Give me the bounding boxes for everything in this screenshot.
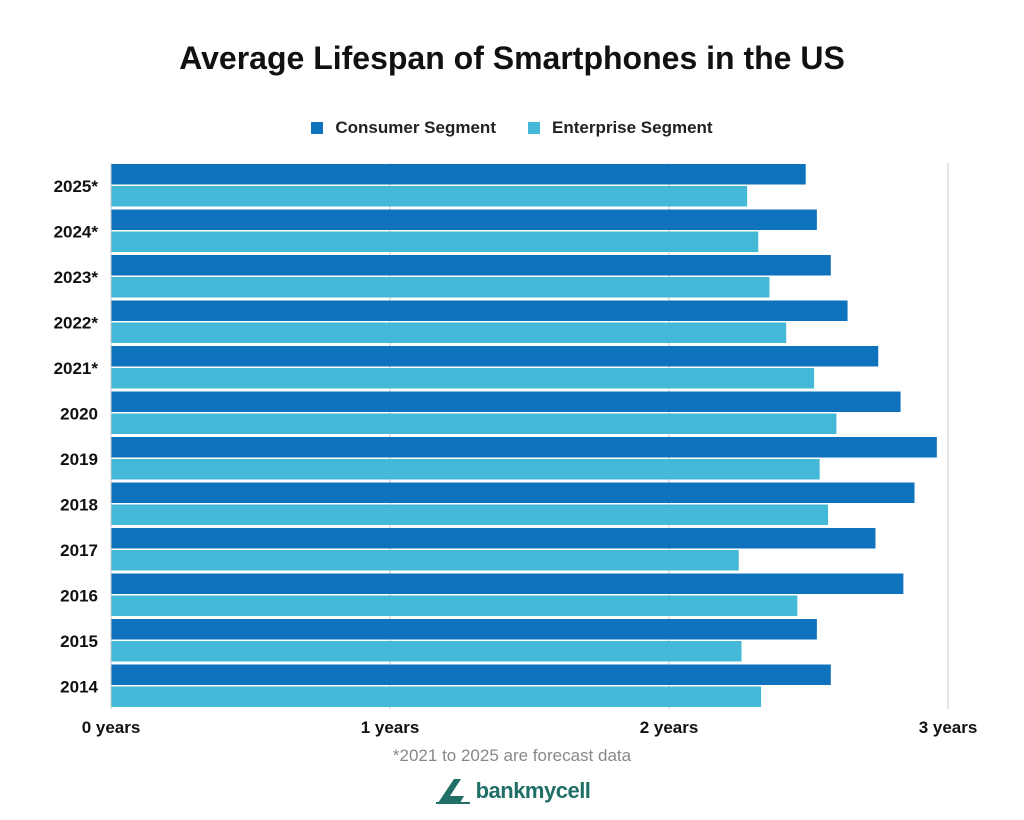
bar-enterprise-2022 (111, 322, 787, 343)
y-tick-label: 2017 (60, 541, 98, 560)
legend-swatch-consumer (311, 122, 324, 134)
bar-consumer-2014 (111, 664, 831, 685)
footnote: *2021 to 2025 are forecast data (392, 746, 632, 765)
y-tick-label: 2021* (54, 359, 99, 378)
legend-label-consumer: Consumer Segment (335, 118, 496, 137)
bar-enterprise-2018 (111, 504, 829, 525)
y-tick-label: 2023* (54, 268, 99, 287)
y-tick-label: 2016 (60, 586, 98, 605)
bar-enterprise-2020 (111, 413, 837, 434)
legend-item-enterprise: Enterprise Segment (527, 118, 713, 138)
bar-consumer-2017 (111, 528, 876, 549)
bar-consumer-2020 (111, 391, 901, 412)
x-tick-label: 3 years (919, 718, 978, 737)
x-tick-label: 1 years (361, 718, 420, 737)
bar-enterprise-2025 (111, 186, 748, 207)
bar-consumer-2019 (111, 437, 937, 458)
legend: Consumer Segment Enterprise Segment (0, 118, 1024, 138)
y-tick-label: 2020 (60, 404, 98, 423)
bar-enterprise-2017 (111, 550, 739, 571)
bar-enterprise-2019 (111, 459, 820, 480)
bar-consumer-2024 (111, 209, 817, 230)
brand-name: bankmycell (475, 778, 591, 803)
bar-enterprise-2015 (111, 641, 742, 662)
legend-label-enterprise: Enterprise Segment (551, 118, 713, 137)
legend-swatch-enterprise (527, 122, 540, 134)
bar-enterprise-2021 (111, 368, 815, 389)
bar-consumer-2021 (111, 346, 879, 367)
bar-consumer-2025 (111, 164, 806, 185)
bar-enterprise-2014 (111, 686, 762, 707)
y-tick-label: 2025* (54, 177, 99, 196)
bar-enterprise-2024 (111, 231, 759, 252)
brand-logo: bankmycell (0, 776, 1024, 806)
legend-item-consumer: Consumer Segment (311, 118, 496, 138)
x-tick-label: 0 years (82, 718, 141, 737)
bar-consumer-2023 (111, 255, 831, 276)
y-tick-label: 2022* (54, 313, 99, 332)
y-tick-label: 2015 (60, 632, 98, 651)
bankmycell-logo-icon (435, 779, 470, 804)
y-tick-label: 2018 (60, 495, 98, 514)
chart-title: Average Lifespan of Smartphones in the U… (179, 40, 845, 76)
bar-enterprise-2023 (111, 277, 770, 298)
y-tick-label: 2024* (54, 222, 99, 241)
bar-consumer-2015 (111, 619, 817, 640)
bar-enterprise-2016 (111, 595, 798, 616)
y-tick-label: 2014 (60, 677, 98, 696)
x-tick-label: 2 years (640, 718, 699, 737)
bar-consumer-2016 (111, 573, 904, 594)
bar-consumer-2022 (111, 300, 848, 321)
y-tick-label: 2019 (60, 450, 98, 469)
bar-consumer-2018 (111, 482, 915, 503)
